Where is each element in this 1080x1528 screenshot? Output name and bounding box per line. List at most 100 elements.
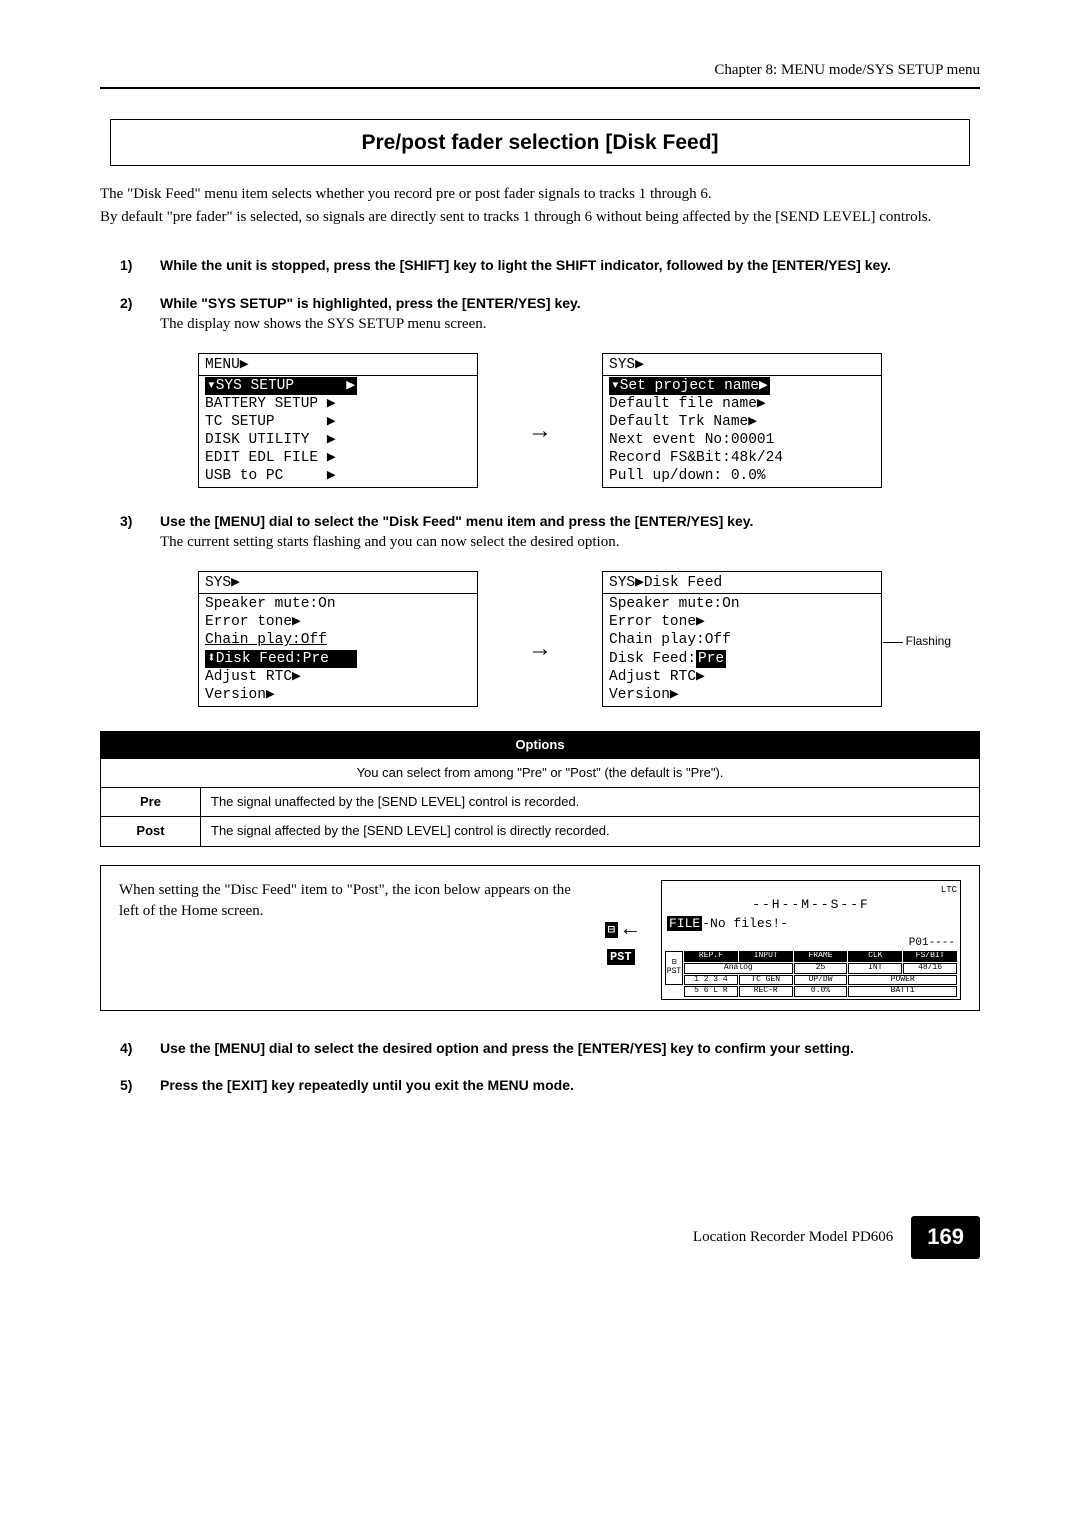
lcd-line: Error tone▶ bbox=[603, 613, 881, 631]
intro-p1: The "Disk Feed" menu item selects whethe… bbox=[100, 184, 980, 205]
lcd-line: Adjust RTC▶ bbox=[199, 668, 477, 686]
grid-header: CLK bbox=[848, 951, 902, 962]
lcd-line: Default file name▶ bbox=[603, 395, 881, 413]
step-2: 2) While "SYS SETUP" is highlighted, pre… bbox=[100, 294, 980, 335]
callout-text: When setting the "Disc Feed" item to "Po… bbox=[119, 880, 581, 1000]
lcd-line: DISK UTILITY ▶ bbox=[199, 431, 477, 449]
intro-p2: By default "pre fader" is selected, so s… bbox=[100, 207, 980, 228]
table-row: Post The signal affected by the [SEND LE… bbox=[101, 817, 980, 846]
lcd-line-diskfeed: Disk Feed:Pre bbox=[603, 650, 881, 668]
lcd-line: Error tone▶ bbox=[199, 613, 477, 631]
option-label: Post bbox=[101, 817, 201, 846]
lcd-line: Pull up/down: 0.0% bbox=[603, 467, 881, 485]
step-3: 3) Use the [MENU] dial to select the "Di… bbox=[100, 512, 980, 553]
step-text: Use the [MENU] dial to select the desire… bbox=[160, 1040, 854, 1056]
grid-header: REP.F bbox=[684, 951, 738, 962]
lcd-title: SYS▶ bbox=[199, 574, 477, 592]
step-1: 1) While the unit is stopped, press the … bbox=[100, 256, 980, 276]
lcd-row-1: MENU▶ ▾SYS SETUP ▶ BATTERY SETUP ▶ TC SE… bbox=[100, 353, 980, 489]
file-label: FILE bbox=[667, 916, 702, 931]
footer-text: Location Recorder Model PD606 bbox=[693, 1227, 893, 1248]
grid-icon-col: ⊟PST bbox=[665, 951, 683, 985]
chapter-header: Chapter 8: MENU mode/SYS SETUP menu bbox=[100, 60, 980, 81]
program-number: P01---- bbox=[665, 936, 957, 951]
lcd-line: Version▶ bbox=[603, 686, 881, 704]
option-desc: The signal affected by the [SEND LEVEL] … bbox=[201, 817, 980, 846]
step-plain: The current setting starts flashing and … bbox=[160, 532, 980, 553]
lcd-highlight: ⬍Disk Feed:Pre bbox=[205, 650, 357, 668]
pst-icon: PST bbox=[607, 949, 635, 965]
grid-cell: INT bbox=[848, 963, 902, 974]
lcd-row-2: SYS▶ Speaker mute:On Error tone▶ Chain p… bbox=[100, 571, 980, 707]
status-grid: ⊟PST REP.F INPUT FRAME CLK FS/BIT Analog… bbox=[665, 951, 957, 997]
ltc-label: LTC bbox=[941, 884, 957, 897]
lcd-line: Default Trk Name▶ bbox=[603, 413, 881, 431]
lcd-line: Record FS&Bit:48k/24 bbox=[603, 449, 881, 467]
step-plain: The display now shows the SYS SETUP menu… bbox=[160, 314, 980, 335]
flashing-value: Pre bbox=[696, 650, 726, 668]
lcd-highlight: ▾Set project name▶ bbox=[609, 377, 770, 395]
lcd-sys-list: SYS▶ Speaker mute:On Error tone▶ Chain p… bbox=[198, 571, 478, 707]
step-number: 2) bbox=[100, 294, 160, 335]
step-4: 4) Use the [MENU] dial to select the des… bbox=[100, 1039, 980, 1059]
lcd-line: EDIT EDL FILE ▶ bbox=[199, 449, 477, 467]
arrow-icon: → bbox=[528, 414, 552, 448]
lcd-sys: SYS▶ ▾Set project name▶ Default file nam… bbox=[602, 353, 882, 489]
lcd-line: USB to PC ▶ bbox=[199, 467, 477, 485]
page-footer: Location Recorder Model PD606 169 bbox=[100, 1216, 980, 1259]
callout-icons: ⊟ ← PST bbox=[605, 880, 637, 1000]
lcd-line: Version▶ bbox=[199, 686, 477, 704]
options-table: Options You can select from among "Pre" … bbox=[100, 731, 980, 847]
flashing-label: Flashing bbox=[906, 634, 951, 649]
timecode: --H--M--S--F bbox=[665, 896, 957, 914]
table-row: Pre The signal unaffected by the [SEND L… bbox=[101, 788, 980, 817]
grid-cell: REC-R bbox=[739, 986, 793, 997]
section-title: Pre/post fader selection [Disk Feed] bbox=[110, 119, 970, 166]
grid-cell: 25 bbox=[794, 963, 848, 974]
step-bold: While "SYS SETUP" is highlighted, press … bbox=[160, 294, 980, 314]
grid-cell: TC GEN bbox=[739, 975, 793, 986]
grid-cell: 1 2 3 4 bbox=[684, 975, 738, 986]
header-rule bbox=[100, 87, 980, 89]
grid-cell: UP/DW bbox=[794, 975, 848, 986]
home-screen: LTC --H--M--S--F FILE-No files!- P01----… bbox=[661, 880, 961, 1000]
grid-header: FRAME bbox=[794, 951, 848, 962]
step-5: 5) Press the [EXIT] key repeatedly until… bbox=[100, 1076, 980, 1096]
arrow-icon: → bbox=[528, 632, 552, 666]
file-status: FILE-No files!- bbox=[665, 914, 957, 935]
lcd-highlight: ▾SYS SETUP ▶ bbox=[205, 377, 357, 395]
lcd-line: Chain play:Off bbox=[199, 631, 477, 649]
lcd-line: Next event No:00001 bbox=[603, 431, 881, 449]
grid-cell: BATT1 bbox=[848, 986, 957, 997]
lcd-disk-feed: SYS▶Disk Feed Speaker mute:On Error tone… bbox=[602, 571, 882, 707]
arrow-icon: ← bbox=[624, 915, 637, 946]
step-bold: Use the [MENU] dial to select the "Disk … bbox=[160, 512, 980, 532]
lcd-line: Adjust RTC▶ bbox=[603, 668, 881, 686]
page-number: 169 bbox=[911, 1216, 980, 1259]
grid-cell: 0.0% bbox=[794, 986, 848, 997]
lcd-title: SYS▶ bbox=[603, 356, 881, 374]
grid-cell: Analog bbox=[684, 963, 793, 974]
lcd-line: BATTERY SETUP ▶ bbox=[199, 395, 477, 413]
option-label: Pre bbox=[101, 788, 201, 817]
step-text: While the unit is stopped, press the [SH… bbox=[160, 257, 891, 273]
flashing-connector bbox=[883, 642, 903, 643]
step-number: 5) bbox=[100, 1076, 160, 1096]
post-icon: ⊟ bbox=[605, 922, 618, 938]
step-number: 3) bbox=[100, 512, 160, 553]
grid-cell: POWER bbox=[848, 975, 957, 986]
lcd-title: MENU▶ bbox=[199, 356, 477, 374]
options-header: Options bbox=[101, 731, 980, 758]
callout-box: When setting the "Disc Feed" item to "Po… bbox=[100, 865, 980, 1011]
grid-header: FS/BIT bbox=[903, 951, 957, 962]
lcd-line: Chain play:Off bbox=[603, 631, 881, 649]
step-number: 4) bbox=[100, 1039, 160, 1059]
lcd-line: TC SETUP ▶ bbox=[199, 413, 477, 431]
options-caption: You can select from among "Pre" or "Post… bbox=[101, 759, 980, 788]
grid-header: INPUT bbox=[739, 951, 793, 962]
intro-text: The "Disk Feed" menu item selects whethe… bbox=[100, 184, 980, 228]
step-number: 1) bbox=[100, 256, 160, 276]
lcd-title: SYS▶Disk Feed bbox=[603, 574, 881, 592]
lcd-line: Speaker mute:On bbox=[603, 595, 881, 613]
lcd-menu: MENU▶ ▾SYS SETUP ▶ BATTERY SETUP ▶ TC SE… bbox=[198, 353, 478, 489]
